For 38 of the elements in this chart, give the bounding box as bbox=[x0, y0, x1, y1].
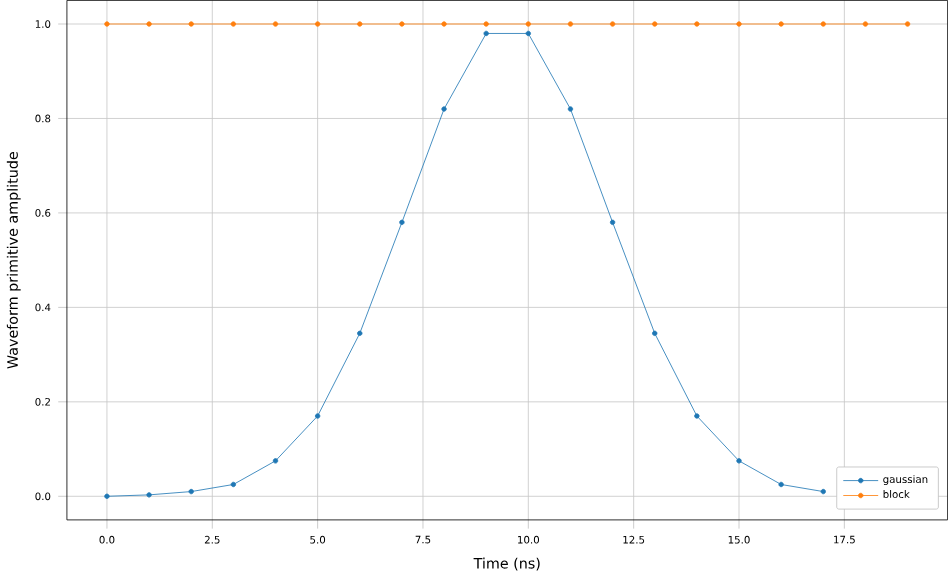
point bbox=[272, 21, 279, 28]
point bbox=[314, 21, 321, 28]
point bbox=[104, 21, 110, 28]
point bbox=[441, 106, 447, 113]
point bbox=[314, 413, 321, 420]
point bbox=[862, 21, 869, 28]
point bbox=[104, 494, 110, 500]
point bbox=[778, 21, 784, 28]
point bbox=[525, 31, 531, 37]
point bbox=[525, 21, 531, 28]
point bbox=[441, 21, 447, 28]
point bbox=[694, 21, 700, 28]
point bbox=[694, 413, 700, 420]
point bbox=[609, 220, 616, 226]
point bbox=[736, 21, 742, 28]
point bbox=[399, 220, 405, 226]
point bbox=[399, 21, 405, 28]
point bbox=[357, 331, 363, 337]
point bbox=[483, 31, 489, 37]
point bbox=[736, 458, 742, 464]
point bbox=[146, 492, 152, 498]
point bbox=[652, 331, 658, 337]
point bbox=[483, 21, 489, 28]
point bbox=[567, 106, 574, 113]
point bbox=[230, 482, 237, 488]
point bbox=[146, 21, 152, 28]
point bbox=[652, 21, 658, 28]
point bbox=[778, 482, 784, 488]
point bbox=[567, 21, 574, 28]
point bbox=[188, 21, 194, 28]
point bbox=[357, 21, 363, 28]
point bbox=[272, 458, 279, 464]
point bbox=[820, 21, 826, 28]
point bbox=[230, 21, 237, 28]
point bbox=[904, 21, 911, 28]
point bbox=[609, 21, 616, 28]
point bbox=[820, 489, 826, 495]
point bbox=[188, 489, 194, 495]
